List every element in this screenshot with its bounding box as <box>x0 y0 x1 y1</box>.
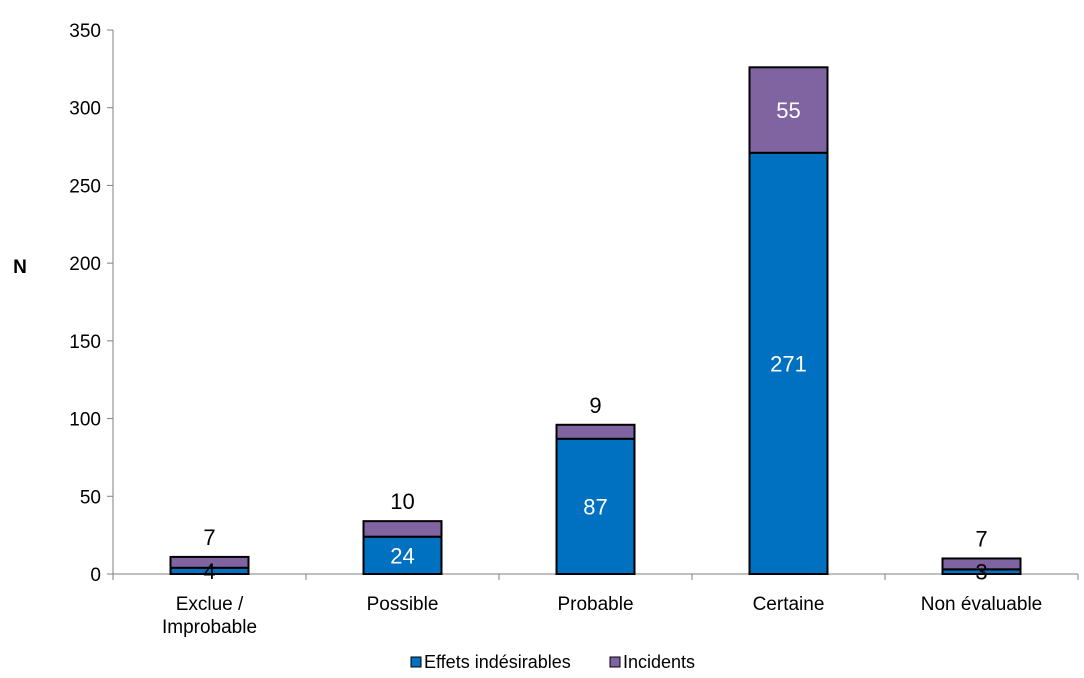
legend: Effets indésirables Incidents <box>410 652 695 672</box>
x-tick-label: Non évaluable <box>921 594 1042 615</box>
legend-swatch <box>410 656 422 668</box>
x-tick-label-line: Possible <box>367 594 439 615</box>
bar-incidents <box>169 555 250 569</box>
x-axis: Exclue / Improbable Possible Probable Certai… <box>112 573 1079 638</box>
y-tick-label: 350 <box>69 21 101 42</box>
x-tick-label: Exclue / Improbable <box>162 594 257 638</box>
data-label: 3 <box>975 560 987 585</box>
y-tick-label: 50 <box>80 487 101 508</box>
bar-incidents <box>555 423 636 440</box>
x-tick-label-line: Non évaluable <box>921 594 1042 615</box>
data-labels: 4 7 24 10 87 9 271 55 3 7 <box>203 98 987 585</box>
x-tick-label-line: Certaine <box>753 594 825 615</box>
y-tick-label: 250 <box>69 176 101 197</box>
data-label: 4 <box>203 559 215 584</box>
data-label: 271 <box>770 351 807 376</box>
y-tick-label: 0 <box>90 565 101 586</box>
data-label: 7 <box>975 526 987 551</box>
x-tick-label: Possible <box>367 594 439 615</box>
legend-swatch <box>609 656 621 668</box>
y-tick-label: 150 <box>69 332 101 353</box>
data-label: 55 <box>776 98 800 123</box>
data-label: 24 <box>390 543 414 568</box>
data-label: 7 <box>203 525 215 550</box>
bar-incidents <box>941 557 1022 571</box>
x-tick-label-line: Probable <box>557 594 633 615</box>
y-tick-label: 300 <box>69 99 101 120</box>
data-label: 10 <box>390 489 414 514</box>
data-label: 87 <box>583 494 607 519</box>
bar-incidents <box>748 66 829 154</box>
y-tick-label: 200 <box>69 254 101 275</box>
bar-incidents <box>362 520 443 538</box>
bars <box>169 66 1022 576</box>
x-tick-label-line: Exclue / <box>176 594 244 615</box>
x-tick-label: Certaine <box>753 594 825 615</box>
legend-label: Incidents <box>623 652 695 672</box>
data-label: 9 <box>589 393 601 418</box>
y-axis-title: N <box>13 257 27 278</box>
legend-label: Effets indésirables <box>424 652 571 672</box>
x-tick-label-line: Improbable <box>162 617 257 638</box>
x-tick-label: Probable <box>557 594 633 615</box>
y-axis: 0 50 100 150 200 250 300 350 <box>69 21 114 586</box>
y-tick-label: 100 <box>69 410 101 431</box>
